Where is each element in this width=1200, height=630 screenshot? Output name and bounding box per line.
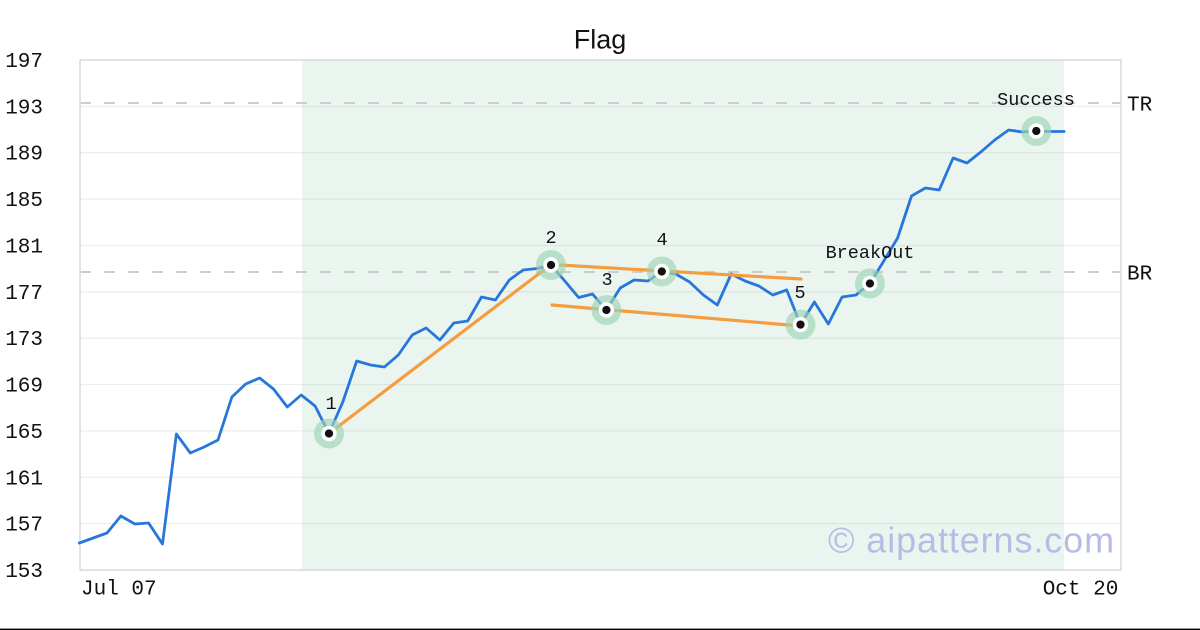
svg-text:3: 3	[601, 270, 612, 291]
svg-text:1: 1	[325, 394, 336, 415]
svg-text:193: 193	[5, 97, 43, 120]
svg-text:Oct 20: Oct 20	[1043, 579, 1119, 602]
svg-text:© aipatterns.com: © aipatterns.com	[828, 520, 1115, 561]
svg-text:189: 189	[5, 144, 43, 167]
svg-text:169: 169	[5, 376, 43, 399]
svg-text:BreakOut: BreakOut	[826, 243, 915, 264]
svg-text:185: 185	[5, 190, 43, 213]
svg-text:TR: TR	[1127, 95, 1153, 118]
svg-text:165: 165	[5, 422, 43, 445]
svg-text:Success: Success	[997, 90, 1075, 111]
svg-text:177: 177	[5, 283, 43, 306]
svg-text:197: 197	[5, 51, 43, 74]
svg-text:153: 153	[5, 561, 43, 584]
svg-text:2: 2	[545, 228, 556, 249]
svg-text:5: 5	[794, 283, 805, 304]
svg-text:181: 181	[5, 237, 43, 260]
svg-text:BR: BR	[1127, 264, 1153, 287]
svg-text:Jul 07: Jul 07	[81, 579, 157, 602]
svg-text:173: 173	[5, 329, 43, 352]
svg-text:161: 161	[5, 468, 43, 491]
svg-text:4: 4	[656, 230, 667, 251]
svg-text:Flag: Flag	[574, 25, 627, 55]
svg-text:157: 157	[5, 515, 43, 538]
